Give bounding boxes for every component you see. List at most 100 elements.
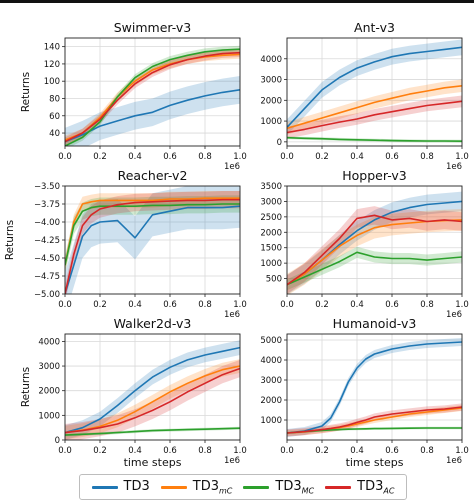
series-band-td3	[65, 340, 240, 440]
panel-title: Hopper-v3	[342, 168, 406, 183]
x-tick-label: 1.0	[233, 152, 247, 162]
legend-swatch-td3-mc-lower	[160, 485, 187, 489]
y-tick-label: −4.00	[34, 218, 60, 228]
x-tick-label: 0.2	[315, 152, 329, 162]
plot-frame	[286, 333, 463, 441]
y-tick-label: 120	[44, 60, 60, 70]
y-tick-label: 2000	[38, 387, 60, 397]
legend-item-td3-mc-upper: TD3MC	[243, 478, 315, 496]
y-tick-label: 40	[49, 129, 60, 139]
series-line-td3	[287, 341, 462, 434]
panel-title: Humanoid-v3	[333, 316, 417, 331]
x-tick-label: 0.0	[58, 446, 72, 456]
series-line-td3-mc-upper	[65, 48, 240, 146]
x-multiplier-label: 1e6	[446, 162, 462, 172]
legend-swatch-td3	[91, 485, 118, 489]
x-tick-label: 0.6	[385, 446, 399, 456]
legend-swatch-td3-mc-upper	[243, 485, 270, 489]
series-line-td3-ac	[287, 214, 462, 286]
x-tick-label: 0.8	[198, 152, 212, 162]
y-tick-label: 3000	[260, 76, 282, 86]
y-tick-label: −3.50	[34, 182, 60, 192]
x-axis-label: time steps	[124, 456, 182, 469]
y-tick-label: 500	[266, 275, 282, 285]
x-tick-label: 0.0	[58, 300, 72, 310]
y-axis-label: Returns	[20, 72, 32, 112]
x-tick-label: 0.2	[93, 300, 107, 310]
series-line-td3	[65, 205, 240, 294]
series-band-td3-mc-upper	[287, 246, 462, 291]
y-tick-label: 1000	[260, 117, 282, 127]
x-tick-label: 0.8	[198, 300, 212, 310]
x-tick-label: 1.0	[455, 300, 469, 310]
series-line-td3	[65, 89, 240, 143]
y-tick-label: 3500	[260, 182, 282, 192]
y-tick-label: 0	[277, 138, 282, 148]
x-tick-label: 0.0	[58, 152, 72, 162]
series-band-td3-ac	[287, 206, 462, 294]
x-tick-label: 0.2	[315, 300, 329, 310]
x-tick-label: 1.0	[455, 446, 469, 456]
legend-item-td3-mc-lower: TD3mC	[160, 478, 233, 496]
x-tick-label: 0.8	[420, 152, 434, 162]
x-tick-label: 0.4	[128, 300, 142, 310]
x-axis-label: time steps	[346, 456, 404, 469]
y-axis-label: Returns	[4, 220, 16, 260]
y-tick-label: −3.75	[34, 200, 60, 210]
panel-reacher-v2: 0.0 0.2 0.4 0.6 0.8 1.0 −3.50 −3.75 −4.00 −4.25 −4…	[4, 168, 247, 320]
x-tick-label: 0.4	[128, 152, 142, 162]
series-band-td3	[287, 191, 462, 294]
x-tick-label: 0.6	[163, 446, 177, 456]
series-line-td3-ac	[287, 406, 462, 434]
legend-label-td3-mc-upper: TD3MC	[275, 478, 315, 496]
y-tick-label: 2000	[260, 228, 282, 238]
x-multiplier-label: 1e6	[224, 162, 240, 172]
y-axis-label: Returns	[20, 367, 32, 407]
plot-area	[287, 39, 462, 143]
series-line-td3-ac	[287, 100, 462, 134]
series-band-td3-ac	[287, 95, 462, 139]
series-band-td3	[287, 338, 462, 437]
panel-swimmer-v3: 0.0 0.2 0.4 0.6 0.8 1.0 40 60 80 100 120 140 1e6 Swim…	[20, 20, 247, 172]
x-tick-label: 0.4	[128, 446, 142, 456]
plot-area	[65, 45, 240, 146]
y-tick-label: 1000	[38, 411, 60, 421]
series-band-td3-ac	[65, 48, 240, 146]
y-tick-label: 80	[49, 94, 60, 104]
x-multiplier-label: 1e6	[446, 310, 462, 320]
series-line-td3-mc-upper	[287, 427, 462, 434]
panel-hopper-v3: 0.0 0.2 0.4 0.6 0.8 1.0 500 1000 1500 2000 2500 300…	[260, 168, 468, 320]
y-tick-label: 2000	[260, 96, 282, 106]
y-tick-label: 1000	[260, 259, 282, 269]
series-line-td3-ac	[65, 367, 240, 434]
legend-label-td3-mc-lower: TD3mC	[192, 478, 233, 496]
x-tick-label: 0.0	[280, 152, 294, 162]
y-tick-label: −4.50	[34, 254, 60, 264]
series-line-td3-mc-lower	[65, 53, 240, 141]
x-multiplier-label: 1e6	[224, 310, 240, 320]
y-tick-label: 1000	[260, 416, 282, 426]
series-line-td3	[65, 346, 240, 434]
x-tick-label: 1.0	[455, 152, 469, 162]
x-tick-label: 0.4	[350, 152, 364, 162]
panel-ant-v3: 0.0 0.2 0.4 0.6 0.8 1.0 0 1000 2000 3000 4000 1e6 An…	[260, 20, 468, 172]
series-band-td3-mc-lower	[287, 209, 462, 294]
y-tick-label: 4000	[260, 356, 282, 366]
x-tick-label: 0.2	[93, 446, 107, 456]
x-tick-label: 0.2	[315, 446, 329, 456]
legend-label-td3-ac: TD3AC	[357, 478, 395, 496]
panel-title: Ant-v3	[354, 20, 395, 35]
x-tick-label: 0.4	[350, 300, 364, 310]
y-tick-label: 3000	[260, 197, 282, 207]
series-band-td3	[65, 186, 240, 294]
plot-frame	[286, 185, 463, 295]
series-line-td3-mc-upper	[65, 427, 240, 436]
series-line-td3	[287, 46, 462, 128]
panel-title: Walker2d-v3	[114, 316, 192, 331]
top-rule	[0, 0, 474, 3]
x-multiplier-label: 1e6	[224, 456, 240, 466]
x-tick-label: 0.6	[163, 300, 177, 310]
legend-swatch-td3-ac	[325, 485, 352, 489]
y-tick-label: 0	[55, 436, 60, 446]
